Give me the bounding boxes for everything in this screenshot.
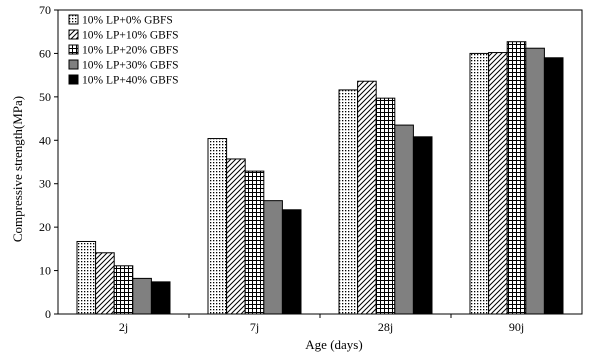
x-axis-label: Age (days) [305, 337, 362, 352]
bar [357, 80, 377, 315]
bar [338, 89, 359, 315]
legend-swatch [68, 74, 79, 85]
bar [488, 52, 508, 315]
bar [469, 52, 490, 315]
y-tick-label: 50 [39, 90, 51, 104]
bar [113, 265, 134, 315]
bar [543, 57, 564, 315]
bar [375, 97, 396, 315]
bar [244, 170, 265, 315]
bar [281, 209, 302, 315]
bar [76, 240, 97, 315]
bar [132, 277, 152, 315]
legend-label: 10% LP+30% GBFS [82, 60, 179, 72]
bar [226, 158, 246, 315]
y-tick-label: 20 [39, 220, 51, 234]
y-tick-label: 30 [39, 177, 51, 191]
legend: 10% LP+0% GBFS 10% LP+10% GBFS 10% LP+20% … [68, 14, 179, 87]
bar [525, 47, 545, 315]
y-tick-label: 40 [39, 133, 51, 147]
legend-label: 10% LP+40% GBFS [82, 75, 179, 87]
y-tick-label: 0 [45, 307, 51, 321]
x-tick-label: 7j [250, 320, 259, 334]
bar [394, 124, 414, 315]
legend-swatch [68, 29, 79, 40]
legend-label: 10% LP+0% GBFS [82, 15, 173, 27]
y-tick-label: 60 [39, 46, 51, 60]
legend-label: 10% LP+20% GBFS [82, 45, 179, 57]
legend-label: 10% LP+10% GBFS [82, 30, 179, 42]
y-tick-label: 10 [39, 264, 51, 278]
legend-swatch [68, 44, 79, 55]
y-tick-label: 70 [39, 3, 51, 17]
legend-swatch [68, 14, 79, 25]
bar [412, 136, 433, 315]
x-tick-label: 90j [509, 320, 524, 334]
bar [506, 41, 527, 315]
y-axis-label: Compressive strength(MPa) [10, 96, 25, 242]
plot-area: 0 10 20 30 40 50 60 70 2j 7j 28j 90j [39, 3, 583, 334]
legend-swatch [68, 59, 79, 70]
x-tick-label: 28j [378, 320, 393, 334]
bar [207, 138, 228, 315]
bar [150, 281, 171, 315]
bar [263, 200, 283, 315]
bar [95, 252, 115, 315]
x-tick-label: 2j [119, 320, 128, 334]
